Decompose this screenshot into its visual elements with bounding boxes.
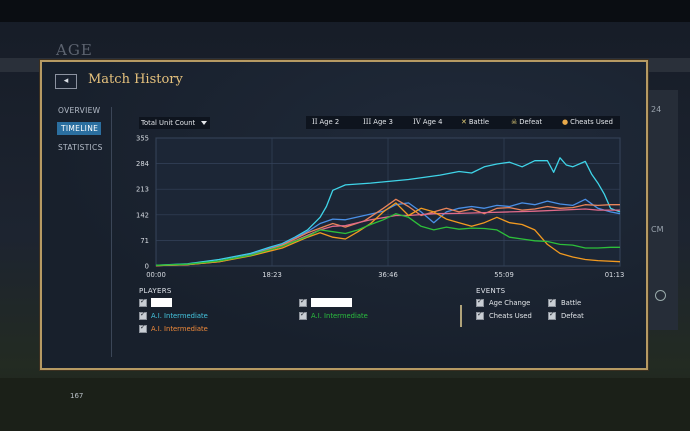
age-2-icon: II bbox=[312, 118, 318, 126]
event-cheats-label: Cheats Used bbox=[489, 312, 532, 320]
background-side-text-2: CM bbox=[651, 225, 664, 234]
population-count: 167 bbox=[70, 392, 84, 400]
player-3-name: A.I. Intermediate bbox=[151, 312, 208, 320]
legend-age-4: IV Age 4 bbox=[413, 118, 443, 126]
player-2-checkbox[interactable] bbox=[299, 297, 307, 307]
skull-icon: ☠ bbox=[511, 118, 518, 126]
nav-timeline[interactable]: TIMELINE bbox=[57, 122, 101, 135]
back-button[interactable]: ◂ bbox=[55, 74, 77, 89]
event-age-change-checkbox[interactable] bbox=[476, 297, 484, 307]
background-check-icon[interactable] bbox=[655, 290, 666, 301]
y-tick-label: 213 bbox=[136, 186, 149, 194]
players-scrollbar[interactable] bbox=[460, 305, 462, 327]
battle-icon: ✕ bbox=[461, 118, 467, 126]
player-4-checkbox[interactable] bbox=[299, 310, 307, 320]
x-tick-label: 36:46 bbox=[378, 271, 398, 279]
series-line-2 bbox=[155, 198, 621, 267]
legend-age-3: III Age 3 bbox=[363, 118, 393, 126]
x-tick-label: 18:23 bbox=[262, 271, 282, 279]
metric-dropdown[interactable]: Total Unit Count bbox=[139, 117, 210, 129]
age-4-icon: IV bbox=[413, 118, 421, 126]
unit-count-chart: 0 71 142 213 284 355 00:00 18:23 36:46 55:09 01:13… bbox=[136, 135, 625, 280]
event-defeat-checkbox[interactable] bbox=[548, 310, 556, 320]
series-line-3 bbox=[155, 198, 620, 267]
nav-overview[interactable]: OVERVIEW bbox=[58, 106, 101, 115]
player-1-name bbox=[151, 298, 172, 307]
background-side-text: 24 bbox=[651, 105, 662, 114]
event-cheats-checkbox[interactable] bbox=[476, 310, 484, 320]
event-battle-checkbox[interactable] bbox=[548, 297, 556, 307]
players-heading: PLAYERS bbox=[139, 287, 172, 295]
top-bar bbox=[0, 0, 690, 22]
age-3-icon: III bbox=[363, 118, 372, 126]
events-heading: EVENTS bbox=[476, 287, 506, 295]
legend-defeat: ☠ Defeat bbox=[511, 118, 543, 126]
series-line-5 bbox=[155, 202, 621, 267]
player-5-name: A.I. Intermediate bbox=[151, 325, 208, 333]
event-defeat-label: Defeat bbox=[561, 312, 584, 320]
legend-cheats: ● Cheats Used bbox=[562, 118, 613, 126]
cheats-icon: ● bbox=[562, 118, 569, 126]
legend-battle: ✕ Battle bbox=[461, 118, 490, 126]
x-tick-label: 00:00 bbox=[146, 271, 166, 279]
nav-divider bbox=[111, 107, 112, 357]
background-bottom-bar bbox=[0, 378, 690, 431]
series-line-6 bbox=[155, 213, 620, 266]
chevron-down-icon bbox=[201, 121, 207, 125]
nav-statistics[interactable]: STATISTICS bbox=[58, 143, 103, 152]
metric-dropdown-value: Total Unit Count bbox=[141, 119, 196, 127]
background-title: AGE bbox=[56, 41, 93, 59]
player-2-name bbox=[311, 298, 352, 307]
event-legend: II Age 2 III Age 3 IV Age 4 ✕ Battle ☠ Defeat… bbox=[306, 116, 620, 129]
series-line-1 bbox=[155, 157, 621, 266]
player-5-checkbox[interactable] bbox=[139, 323, 147, 333]
player-1-checkbox[interactable] bbox=[139, 297, 147, 307]
y-tick-label: 142 bbox=[136, 211, 149, 219]
player-4-name: A.I. Intermediate bbox=[311, 312, 368, 320]
y-tick-label: 71 bbox=[140, 237, 149, 245]
x-tick-label: 55:09 bbox=[494, 271, 514, 279]
x-tick-label: 01:13:30 bbox=[605, 271, 625, 279]
event-age-change-label: Age Change bbox=[489, 299, 531, 307]
y-tick-label: 0 bbox=[145, 263, 149, 271]
y-tick-label: 355 bbox=[136, 135, 149, 143]
legend-age-2: II Age 2 bbox=[312, 118, 340, 126]
dialog-title: Match History bbox=[88, 72, 183, 87]
y-tick-label: 284 bbox=[136, 160, 149, 168]
player-3-checkbox[interactable] bbox=[139, 310, 147, 320]
event-battle-label: Battle bbox=[561, 299, 582, 307]
